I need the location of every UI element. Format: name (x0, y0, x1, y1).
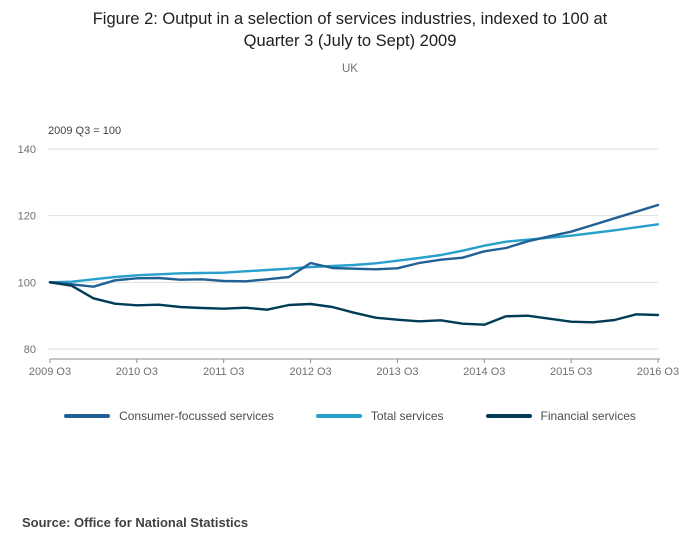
legend-swatch-financial-services (485, 413, 532, 418)
legend-swatch-total-services (315, 413, 362, 418)
series-line-total-services (48, 222, 660, 284)
y-axis-tick-label: 100 (18, 277, 36, 289)
y-axis-tick-label: 120 (18, 210, 36, 222)
legend-item-financial-services: Financial services (485, 408, 636, 423)
legend-label: Financial services (540, 408, 636, 423)
x-axis-tick-label: 2010 Q3 (116, 366, 158, 375)
x-axis-tick-label: 2013 Q3 (376, 366, 418, 375)
legend-label: Total services (370, 408, 444, 423)
x-axis-tick-label: 2015 Q3 (550, 366, 592, 375)
chart-area: 2009 Q3 = 100 80 100 120 140 2009 Q3 2010 Q3 2… (0, 123, 700, 375)
y-axis-tick-label: 140 (18, 144, 36, 156)
line-chart: 80 100 120 140 2009 Q3 2010 Q3 2011 Q3 2012 Q3 2… (18, 144, 679, 375)
x-axis-tick-label: 2011 Q3 (203, 366, 244, 375)
legend: Consumer-focussed services Total service… (0, 409, 700, 423)
legend-item-total-services: Total services (315, 408, 444, 423)
x-axis-tick-label: 2014 Q3 (463, 366, 505, 375)
y-axis-tick-label: 80 (24, 344, 36, 356)
index-annotation: 2009 Q3 = 100 (48, 124, 122, 137)
legend-swatch-consumer-focussed-services (64, 413, 111, 418)
legend-label: Consumer-focussed services (119, 408, 274, 423)
source-note: Source: Office for National Statistics (22, 514, 249, 530)
series-line-financial-services (48, 280, 660, 326)
x-axis-tick-label: 2012 Q3 (289, 366, 331, 375)
chart-title: Figure 2: Output in a selection of servi… (92, 10, 608, 51)
series-line-consumer-focussed-services (48, 203, 660, 288)
chart-subtitle: UK (342, 62, 358, 75)
x-axis-tick-label: 2016 Q3 (637, 366, 679, 375)
x-axis-tick-label: 2009 Q3 (29, 366, 71, 375)
legend-item-consumer-focussed-services: Consumer-focussed services (64, 409, 274, 423)
